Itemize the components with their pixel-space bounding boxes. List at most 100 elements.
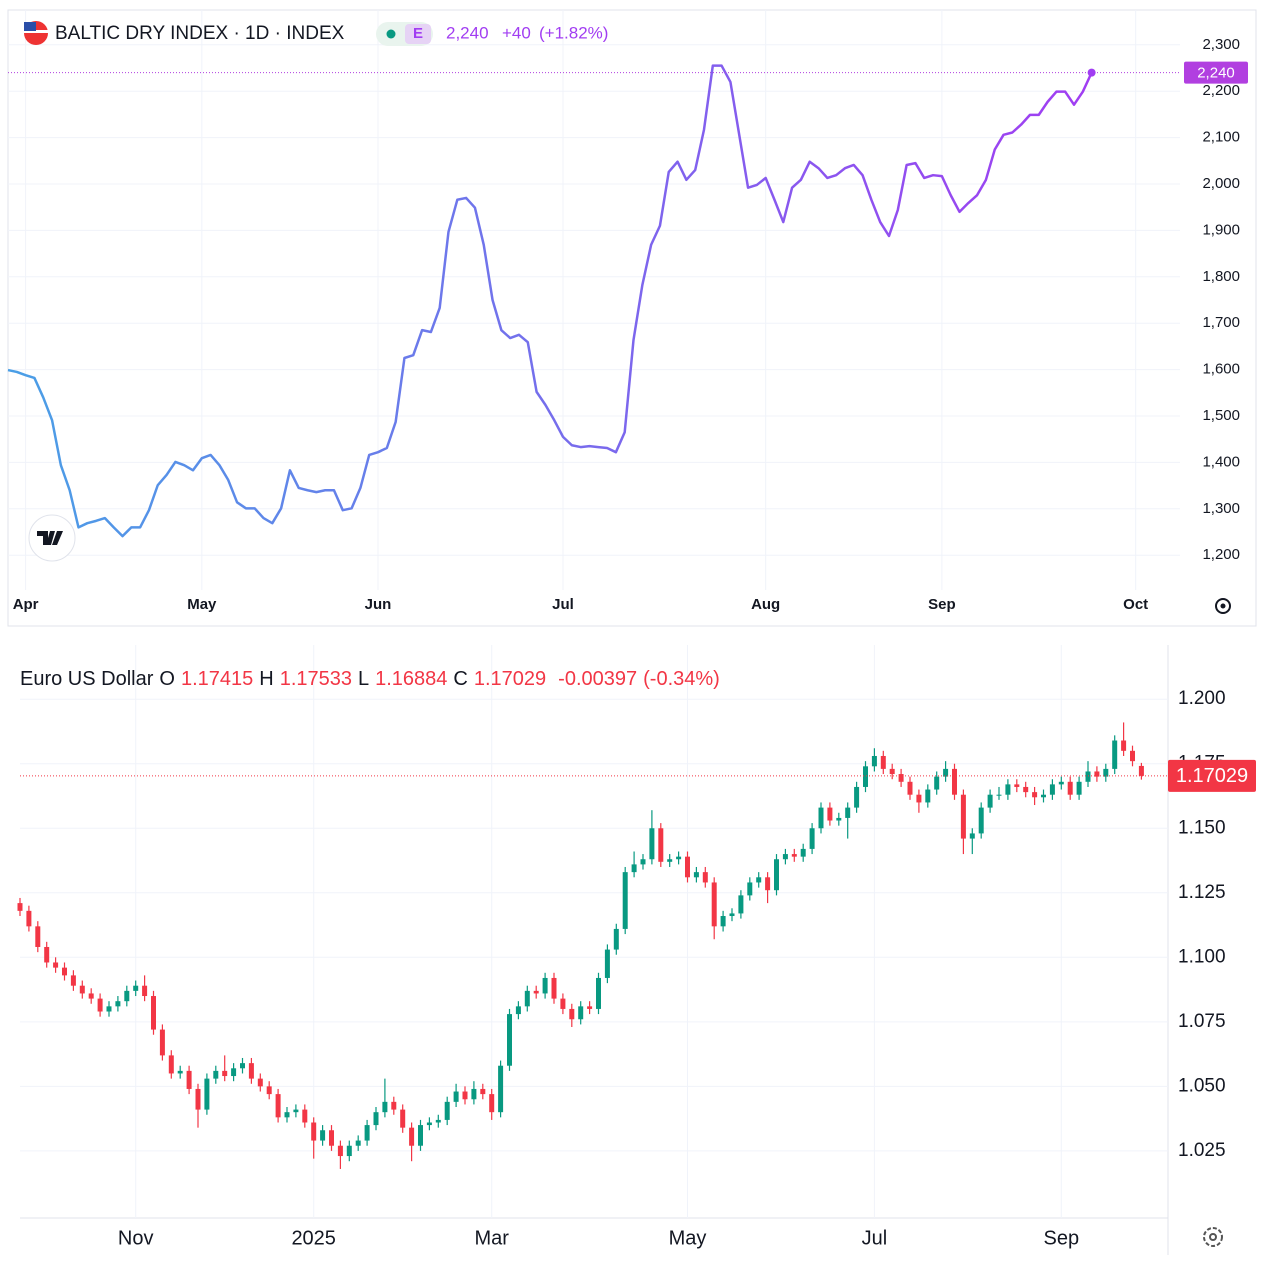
candle-body — [44, 946, 50, 963]
price-tag — [1184, 61, 1248, 84]
candle-body — [871, 755, 877, 767]
candle-body — [266, 1086, 272, 1095]
settings-bottom[interactable] — [1203, 1227, 1223, 1247]
candle-body — [756, 877, 762, 883]
candle-body — [133, 985, 139, 991]
candle-body — [284, 1112, 290, 1118]
candle-body — [391, 1101, 397, 1110]
candle-body — [1121, 740, 1127, 751]
y-tick-label: 1.200 — [1178, 688, 1226, 709]
candle-body — [355, 1140, 361, 1146]
open-value: 1.17415 — [181, 668, 253, 690]
candle-body — [542, 977, 548, 994]
last-point — [1087, 68, 1096, 77]
gear-icon[interactable] — [1215, 598, 1231, 614]
candle-body — [809, 828, 815, 849]
gear-center — [1220, 603, 1226, 609]
candle-body — [88, 993, 94, 999]
y-tick-label: 1,900 — [1202, 221, 1240, 238]
y-tick-label: 1,400 — [1202, 453, 1240, 470]
candle-body — [702, 872, 708, 883]
candle-body — [1103, 768, 1109, 777]
candle-body — [676, 856, 682, 860]
candle-body — [907, 781, 913, 795]
candle-body — [880, 755, 886, 769]
candle-body — [898, 774, 904, 782]
candle-body — [26, 910, 32, 927]
candle-body — [364, 1125, 370, 1141]
candle-body — [400, 1109, 406, 1128]
y-tick-label: 1,800 — [1202, 268, 1240, 285]
x-tick-label: 2025 — [291, 1227, 336, 1249]
price-tag-label: 2,240 — [1197, 65, 1235, 82]
candle-body — [649, 828, 655, 860]
y-tick-label: 1.150 — [1178, 817, 1226, 838]
flag-canton — [24, 22, 36, 31]
candle-body — [471, 1088, 477, 1100]
candle-body — [863, 766, 868, 787]
candle-body — [222, 1070, 228, 1077]
candle-body — [35, 926, 41, 947]
candle-body — [969, 833, 975, 839]
candle-body — [1005, 784, 1011, 795]
candle-body — [257, 1078, 263, 1087]
candle-body — [1014, 784, 1020, 787]
candle-body — [596, 977, 601, 1009]
candle-body — [1041, 794, 1046, 798]
candle-body — [53, 962, 59, 968]
candle-body — [747, 882, 753, 896]
candle-body — [711, 882, 717, 927]
candle-body — [418, 1125, 423, 1146]
candle-body — [320, 1130, 326, 1141]
x-tick-label: Jun — [365, 596, 392, 613]
candle-body — [818, 807, 824, 829]
top-panel-border — [7, 9, 1257, 627]
ohlc-label: H — [259, 668, 273, 690]
candle-body — [845, 807, 851, 818]
candle-body — [1112, 740, 1118, 769]
x-tick-label: Sep — [1044, 1227, 1080, 1249]
candle-body — [613, 928, 619, 950]
candle-body — [658, 828, 664, 862]
candle-body — [426, 1122, 432, 1126]
candle-body — [729, 913, 735, 917]
candle-body — [337, 1145, 343, 1157]
candle-body — [685, 856, 690, 878]
candle-body — [1023, 786, 1029, 793]
candle-body — [960, 794, 966, 839]
badge-box — [405, 24, 431, 44]
y-tick-label: 2,300 — [1202, 36, 1240, 53]
settings-top[interactable] — [1215, 598, 1231, 614]
candle-body — [62, 967, 67, 976]
candle-body — [373, 1112, 379, 1126]
candle-body — [1085, 771, 1091, 782]
candle-body — [791, 854, 797, 857]
candle-body — [1130, 750, 1135, 762]
chart-title: Euro US Dollar — [20, 668, 154, 690]
gear-icon[interactable] — [1203, 1227, 1223, 1247]
candle-body — [952, 768, 957, 795]
y-tick-label: 1,500 — [1202, 407, 1240, 424]
candle-body — [551, 977, 557, 999]
candle-body — [587, 1006, 593, 1009]
close-value: 1.17029 — [474, 668, 546, 690]
chart-title: BALTIC DRY INDEX · 1D · INDEX — [55, 23, 345, 44]
candle-body — [106, 1006, 112, 1012]
x-tick-label: Sep — [928, 596, 956, 613]
y-tick-label: 1,200 — [1202, 546, 1240, 563]
x-tick-label: May — [669, 1227, 707, 1249]
logo-mark — [37, 531, 63, 545]
candle-body — [177, 1070, 183, 1074]
candle-body — [302, 1109, 308, 1123]
candle-body — [1067, 781, 1073, 795]
x-tick-label: Jul — [862, 1227, 888, 1249]
candle-body — [800, 848, 806, 857]
candle-body — [578, 1006, 584, 1020]
candle-body — [231, 1068, 237, 1077]
price-tag — [1168, 759, 1256, 792]
candle-body — [507, 1014, 512, 1066]
y-tick-label: 2,200 — [1202, 82, 1240, 99]
candle-body — [560, 998, 566, 1009]
candle-body — [1076, 781, 1082, 795]
candle-body — [17, 903, 23, 911]
